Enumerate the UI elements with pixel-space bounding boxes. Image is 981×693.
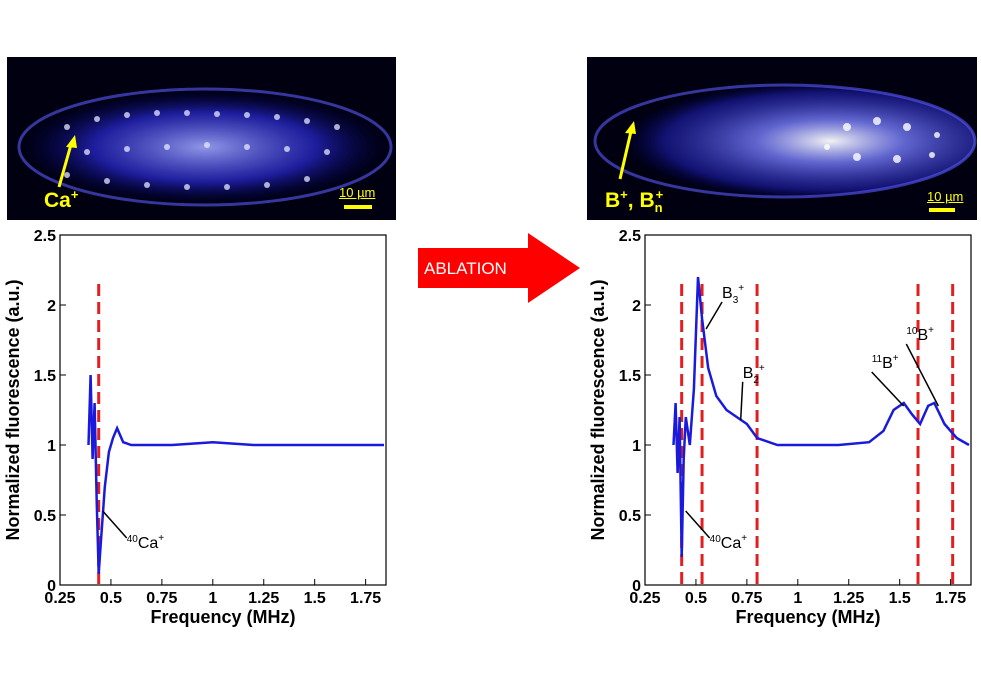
x-tick-label: 0.75 (731, 590, 762, 607)
plot-frame (59, 234, 387, 586)
annotation-label: B2+ (743, 363, 765, 386)
x-tick-label: 0.5 (100, 590, 122, 607)
scale-bar-label: 10 µm (339, 185, 376, 200)
x-tick-label: 0.25 (629, 590, 660, 607)
fluorescence-trace (87, 374, 384, 574)
ion-dots (64, 110, 340, 190)
y-axis-label: Normalized fluorescence (a.u.) (588, 279, 608, 540)
y-tick-label: 2.5 (34, 228, 56, 245)
y-tick-label: 0 (632, 578, 641, 595)
y-tick-label: 2.5 (619, 228, 641, 245)
annotation-label: 40Ca+ (710, 533, 748, 552)
scale-bar-label: 10 µm (927, 189, 964, 204)
x-tick-label: 0.75 (146, 590, 177, 607)
annotation-label: 10B+ (906, 325, 934, 344)
ablation-arrow: ABLATION (418, 233, 580, 303)
annotation-arrow (685, 510, 711, 539)
x-tick-label: 1.75 (935, 590, 966, 607)
ablation-label: ABLATION (424, 259, 507, 278)
y-tick-label: 1.5 (34, 368, 56, 385)
y-tick-label: 1.5 (619, 368, 641, 385)
x-tick-label: 0.5 (685, 590, 707, 607)
x-tick-label: 1.75 (350, 590, 381, 607)
arrow-shape (418, 233, 580, 303)
y-tick-label: 2 (47, 298, 56, 315)
x-tick-label: 1.25 (833, 590, 864, 607)
x-axis-label: Frequency (MHz) (150, 607, 295, 627)
x-tick-label: 1.25 (248, 590, 279, 607)
annotation-arrow (739, 381, 744, 421)
ion-dots (824, 117, 940, 163)
annotation-label: 40Ca+ (127, 533, 165, 552)
x-tick-label: 1.5 (304, 590, 326, 607)
ion-pointer-arrow (618, 126, 634, 180)
annotation-arrow (905, 343, 939, 407)
ion-pointer-arrow (57, 140, 74, 188)
ion-label: B+, Bn+ (605, 187, 664, 216)
crystal-render (17, 87, 393, 209)
x-axis-label: Frequency (MHz) (735, 607, 880, 627)
plot-frame (644, 234, 972, 586)
y-tick-label: 0 (47, 578, 56, 595)
chart-left: 0 0.5 1 1.5 2 2.5 0.25 0.5 0.75 1 1.25 1.5 1.75 Frequ… (3, 228, 387, 627)
y-tick-label: 1 (47, 438, 56, 455)
annotation-arrow (102, 510, 128, 539)
x-tick-label: 1.5 (889, 590, 911, 607)
ion-crystal-image-b: B+, Bn+ 10 µm (587, 57, 977, 220)
x-tick-label: 1 (208, 590, 217, 607)
annotation-label: B3+ (722, 283, 744, 306)
y-tick-label: 0.5 (34, 508, 56, 525)
x-tick-label: 0.25 (44, 590, 75, 607)
y-tick-label: 0.5 (619, 508, 641, 525)
y-tick-label: 1 (632, 438, 641, 455)
crystal-render (593, 83, 977, 212)
y-axis-label: Normalized fluorescence (a.u.) (3, 279, 23, 540)
ion-label: Ca+ (44, 187, 79, 212)
ion-crystal-image-ca: Ca+ 10 µm (7, 57, 396, 220)
y-tick-label: 2 (632, 298, 641, 315)
fluorescence-trace (672, 276, 970, 558)
chart-right: 0 0.5 1 1.5 2 2.5 0.25 0.5 0.75 1 1.25 1.5 1.75 Frequ… (588, 228, 972, 627)
annotation-arrow (705, 301, 723, 330)
annotation-label: 11B+ (872, 353, 899, 372)
annotation-arrow (871, 371, 905, 407)
x-tick-label: 1 (793, 590, 802, 607)
